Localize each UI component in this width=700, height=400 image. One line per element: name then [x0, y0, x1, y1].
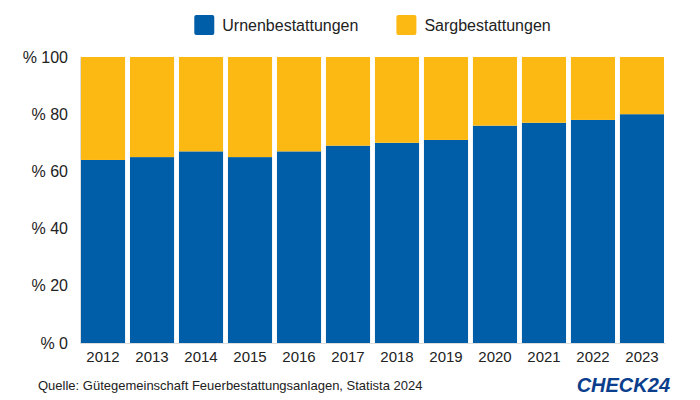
bar-segment [179, 57, 223, 151]
logo: CHECK24 [577, 374, 670, 396]
y-axis-line [80, 58, 81, 344]
bar-segment [424, 57, 468, 140]
y-tick-label: % 40 [32, 220, 69, 237]
bar-segment [620, 57, 664, 114]
bar-segment [522, 57, 566, 123]
x-tick-label: 2022 [576, 348, 609, 365]
bar-segment [571, 120, 615, 343]
x-tick-label: 2012 [86, 348, 119, 365]
bar-segment [81, 160, 125, 343]
x-axis-line [81, 343, 666, 344]
x-tick-label: 2015 [233, 348, 266, 365]
legend-item: Sargbestattungen [396, 15, 550, 35]
x-tick: 2014 [184, 343, 217, 365]
bar-segment [375, 57, 419, 143]
x-tick: 2015 [233, 343, 266, 365]
bars [81, 57, 664, 343]
bar-segment [424, 140, 468, 343]
legend-item: Urnenbestattungen [194, 15, 358, 35]
x-tick: 2016 [282, 343, 315, 365]
x-tick: 2020 [478, 343, 511, 365]
legend-label: Urnenbestattungen [222, 17, 358, 34]
bar-segment [620, 114, 664, 343]
x-tick: 2022 [576, 343, 609, 365]
legend-label: Sargbestattungen [424, 17, 550, 34]
bar-segment [375, 143, 419, 343]
y-tick: % 80 [32, 106, 80, 123]
x-axis: 2012 2013 2014 2015 2016 2017 2018 2019 2020 2021… [81, 343, 666, 365]
x-tick-label: 2019 [429, 348, 462, 365]
x-tick-label: 2016 [282, 348, 315, 365]
bar-segment [473, 57, 517, 126]
x-tick: 2019 [429, 343, 462, 365]
bar-segment [130, 57, 174, 157]
bar-segment [473, 126, 517, 343]
x-tick-label: 2017 [331, 348, 364, 365]
bar-segment [522, 123, 566, 343]
source: Quelle: Gütegemeinschaft Feuerbestattung… [38, 378, 422, 393]
y-tick: % 0 [40, 335, 80, 352]
chart: % 0 % 20 % 40 % 60 % 80 % 100 2012 2013 2014 2015… [0, 0, 700, 400]
bar-segment [277, 57, 321, 151]
x-tick-label: 2013 [135, 348, 168, 365]
bar-segment [277, 151, 321, 343]
y-tick-label: % 100 [23, 49, 68, 66]
x-tick-label: 2021 [527, 348, 560, 365]
bar-segment [326, 146, 370, 343]
x-tick: 2018 [380, 343, 413, 365]
x-tick: 2021 [527, 343, 560, 365]
y-tick: % 60 [32, 163, 80, 180]
x-tick: 2012 [86, 343, 119, 365]
bar-segment [228, 157, 272, 343]
x-tick-label: 2018 [380, 348, 413, 365]
x-tick: 2023 [625, 343, 658, 365]
bar-segment [130, 157, 174, 343]
y-tick: % 20 [32, 277, 80, 294]
x-tick-label: 2020 [478, 348, 511, 365]
bar-segment [81, 57, 125, 160]
y-tick: % 100 [23, 49, 80, 66]
legend-swatch [194, 15, 214, 35]
bar-segment [179, 151, 223, 343]
bar-segment [571, 57, 615, 120]
legend: Urnenbestattungen Sargbestattungen [194, 15, 550, 35]
y-tick-label: % 60 [32, 163, 69, 180]
bar-segment [326, 57, 370, 146]
bar-segment [228, 57, 272, 157]
series-1 [81, 57, 664, 160]
y-tick-label: % 20 [32, 277, 69, 294]
x-tick: 2013 [135, 343, 168, 365]
y-axis: % 0 % 20 % 40 % 60 % 80 % 100 [23, 49, 81, 352]
x-tick: 2017 [331, 343, 364, 365]
y-tick-label: % 0 [40, 335, 68, 352]
legend-swatch [396, 15, 416, 35]
y-tick-label: % 80 [32, 106, 69, 123]
y-tick: % 40 [32, 220, 80, 237]
x-tick-label: 2023 [625, 348, 658, 365]
x-tick-label: 2014 [184, 348, 217, 365]
